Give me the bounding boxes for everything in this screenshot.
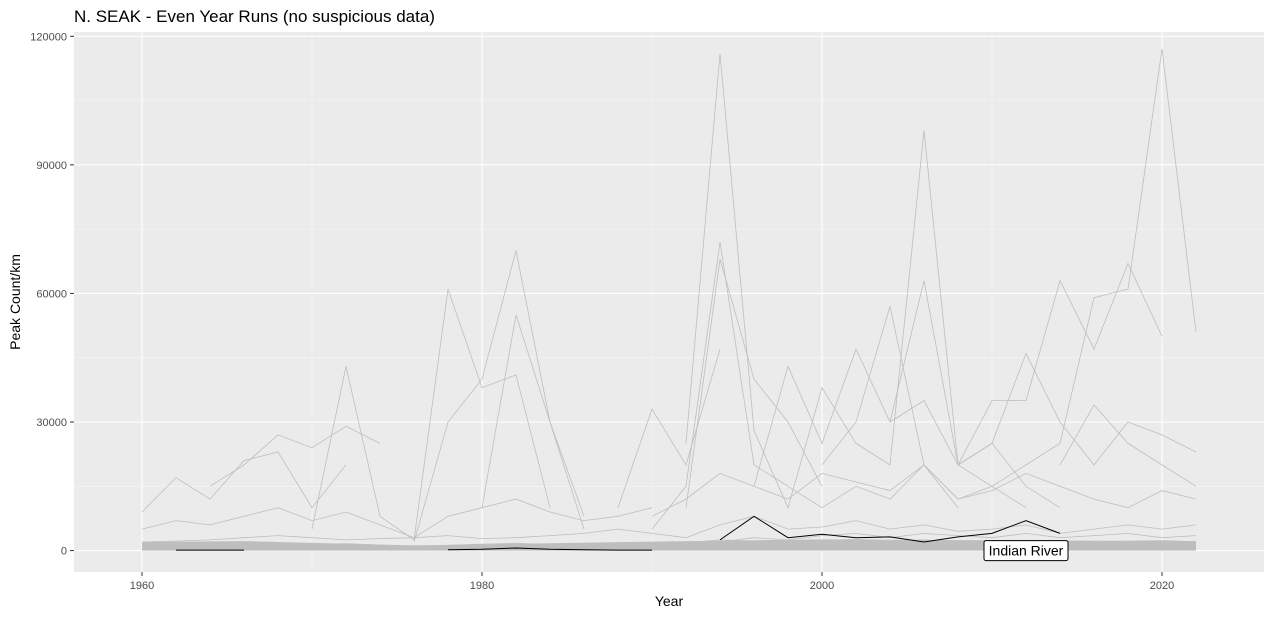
background-series-line	[719, 532, 1197, 543]
chart-title: N. SEAK - Even Year Runs (no suspicious …	[74, 7, 435, 26]
background-series-line	[651, 241, 823, 530]
y-axis: 0 30000 60000 90000 120000	[30, 31, 74, 558]
background-series-line	[753, 348, 993, 487]
background-series-line	[209, 425, 381, 487]
x-tick-label: 1960	[130, 580, 154, 592]
x-axis: 1960 1980 2000 2020	[130, 572, 1174, 592]
y-tick-label: 90000	[36, 160, 67, 172]
background-series-line	[413, 250, 585, 543]
x-tick-label: 1980	[470, 580, 494, 592]
low-value-band-fill	[142, 539, 1196, 551]
annotation-box	[983, 540, 1069, 562]
plot-panel	[74, 32, 1264, 572]
indian-river-line	[719, 515, 1061, 543]
y-tick-label: 60000	[36, 288, 67, 300]
highlight-series-group	[176, 515, 1061, 551]
background-series-line	[141, 451, 347, 513]
background-series-line	[991, 352, 1197, 466]
y-axis-title: Peak Count/km	[7, 254, 23, 350]
x-tick-label: 2020	[1150, 580, 1174, 592]
y-tick-label: 120000	[30, 31, 67, 43]
background-series-line	[821, 49, 1197, 509]
background-series-line	[685, 258, 823, 508]
x-axis-title: Year	[655, 593, 684, 609]
background-series-line	[141, 515, 1197, 543]
y-tick-label: 30000	[36, 417, 67, 429]
background-series-line	[617, 348, 721, 508]
annotation-group: Indian River	[983, 540, 1069, 562]
background-series-line	[651, 464, 1197, 517]
background-series-line	[141, 498, 653, 539]
x-tick-label: 2000	[810, 580, 834, 592]
annotation-label: Indian River	[989, 543, 1064, 559]
background-series-line	[311, 288, 551, 541]
background-series-line	[685, 53, 1061, 509]
background-series-line	[481, 314, 585, 530]
low-value-band	[142, 539, 1196, 551]
y-tick-label: 0	[61, 546, 67, 558]
background-series-line	[957, 262, 1163, 466]
background-series-line	[821, 306, 959, 508]
indian-river-line	[447, 547, 652, 551]
background-series-line	[1059, 404, 1197, 487]
